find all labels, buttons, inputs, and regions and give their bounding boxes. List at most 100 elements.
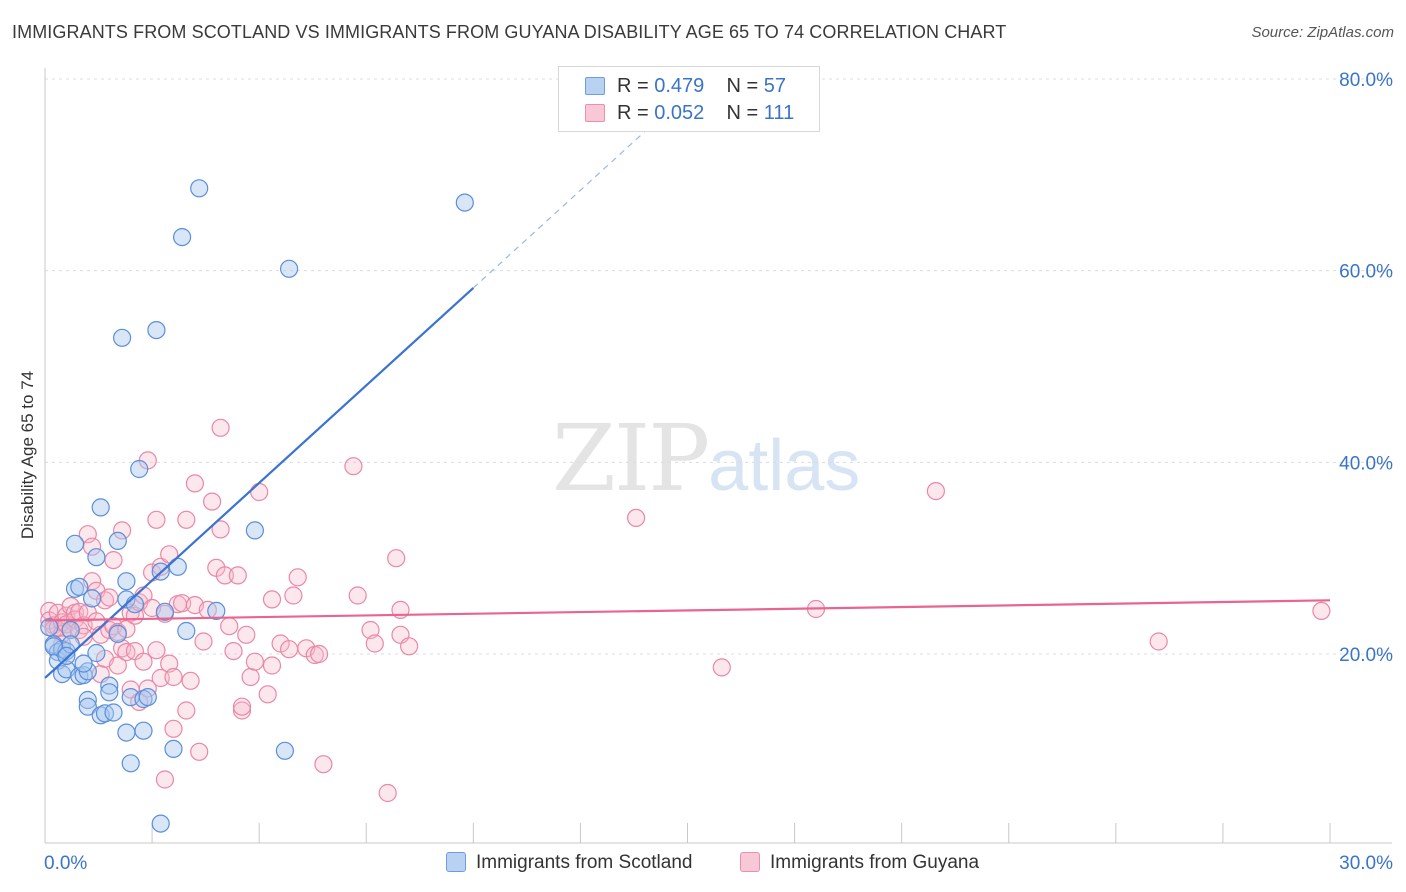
legend-n-label: N = [726, 102, 759, 124]
scotland-point [70, 577, 89, 597]
guyana-point [284, 586, 303, 605]
tick-labels: 20.0% 40.0% 60.0% 80.0% 0.0% 30.0% [44, 70, 1393, 874]
guyana-point [220, 617, 239, 636]
guyana-legend-label: Immigrants from Guyana [770, 852, 980, 873]
guyana-point [1149, 632, 1168, 651]
guyana-point [147, 641, 166, 660]
y-axis-label: Disability Age 65 to 74 [18, 371, 37, 539]
scotland-point [117, 723, 136, 742]
legend-n-label: N = [726, 75, 759, 97]
guyana-point [190, 742, 209, 761]
scotland-trend-line [44, 287, 475, 679]
guyana-point [151, 668, 170, 688]
scotland-point [108, 624, 127, 644]
y-tick-label: 40.0% [1339, 453, 1393, 474]
scotland-n-value: 57 [763, 75, 787, 97]
guyana-point [164, 667, 183, 687]
guyana-n-value: 111 [763, 102, 795, 124]
scotland-point [61, 620, 80, 640]
scotland-legend-label: Immigrants from Scotland [476, 852, 693, 873]
scotland-legend-swatch [446, 852, 466, 872]
scotland-point [117, 572, 136, 591]
guyana-point [185, 474, 204, 493]
guyana-point [211, 520, 230, 539]
guyana-point [203, 492, 222, 511]
guyana-point [224, 641, 243, 661]
scotland-point [164, 739, 183, 759]
guyana-trend-line [44, 599, 1331, 622]
guyana-point [194, 632, 213, 651]
guyana-point [134, 652, 153, 671]
guyana-swatch [585, 104, 605, 122]
scotland-trend-extension [472, 131, 646, 289]
guyana-r-value: 0.052 [654, 102, 705, 124]
guyana-point [288, 568, 307, 587]
scotland-point [112, 328, 132, 347]
y-tick-label: 60.0% [1339, 262, 1393, 283]
legend-r-label: R = [617, 102, 649, 124]
legend-r-label: R = [617, 75, 649, 97]
guyana-point [245, 652, 264, 671]
guyana-point [112, 521, 132, 540]
guyana-point [177, 510, 196, 529]
scotland-r-value: 0.479 [654, 75, 705, 97]
scotland-point [78, 697, 97, 716]
scotland-point [87, 548, 106, 567]
guyana-point [160, 654, 179, 673]
scotland-point [108, 531, 127, 551]
scotland-point [138, 687, 157, 707]
scotland-point [177, 621, 196, 641]
scotland-point [275, 741, 294, 760]
scotland-point [82, 589, 102, 608]
guyana-point [177, 701, 196, 720]
guyana-point [262, 656, 282, 675]
guyana-point [155, 770, 174, 789]
guyana-point [215, 566, 234, 585]
x-tick-label: 30.0% [1339, 853, 1393, 874]
guyana-point [228, 566, 247, 585]
scotland-point [168, 557, 187, 576]
guyana-point [400, 637, 419, 656]
scotland-point [173, 228, 192, 247]
chart-title: IMMIGRANTS FROM SCOTLAND VS IMMIGRANTS F… [12, 22, 1007, 42]
scotland-point [155, 602, 174, 621]
watermark-atlas: atlas [708, 426, 861, 506]
guyana-point [344, 457, 363, 476]
guyana-legend-swatch [740, 852, 760, 872]
scotland-point [100, 676, 119, 695]
guyana-point [361, 620, 380, 640]
scotland-point [117, 590, 136, 609]
guyana-point [314, 755, 333, 774]
scotland-swatch [585, 77, 605, 95]
scotland-point [147, 321, 166, 340]
scotland-point [125, 595, 144, 614]
guyana-point [348, 586, 367, 605]
guyana-point [241, 667, 260, 687]
guyana-point [237, 625, 256, 644]
scotland-point [78, 690, 97, 710]
scotland-point [130, 459, 149, 479]
guyana-point [104, 550, 123, 570]
correlation-legend: R = 0.479 N = 57 R = 0.052 N = 111 [558, 66, 820, 132]
guyana-point [258, 685, 277, 704]
scotland-point [61, 635, 80, 654]
guyana-point [387, 549, 406, 568]
guyana-point [1312, 601, 1331, 621]
scotland-point [207, 601, 226, 621]
guyana-point [250, 482, 269, 502]
scotland-point [57, 646, 76, 666]
scotland-point [280, 259, 299, 278]
axes [44, 68, 1392, 844]
y-tick-label: 20.0% [1339, 645, 1393, 666]
guyana-point [100, 588, 119, 607]
guyana-point [280, 640, 299, 659]
guyana-point [181, 671, 200, 690]
guyana-point [712, 658, 731, 677]
guyana-point [232, 697, 252, 716]
scotland-point [151, 814, 170, 833]
guyana-point [926, 482, 946, 501]
guyana-point [160, 545, 179, 564]
scotland-point [134, 721, 153, 740]
guyana-point [164, 719, 183, 738]
y-tick-label: 80.0% [1339, 70, 1393, 91]
